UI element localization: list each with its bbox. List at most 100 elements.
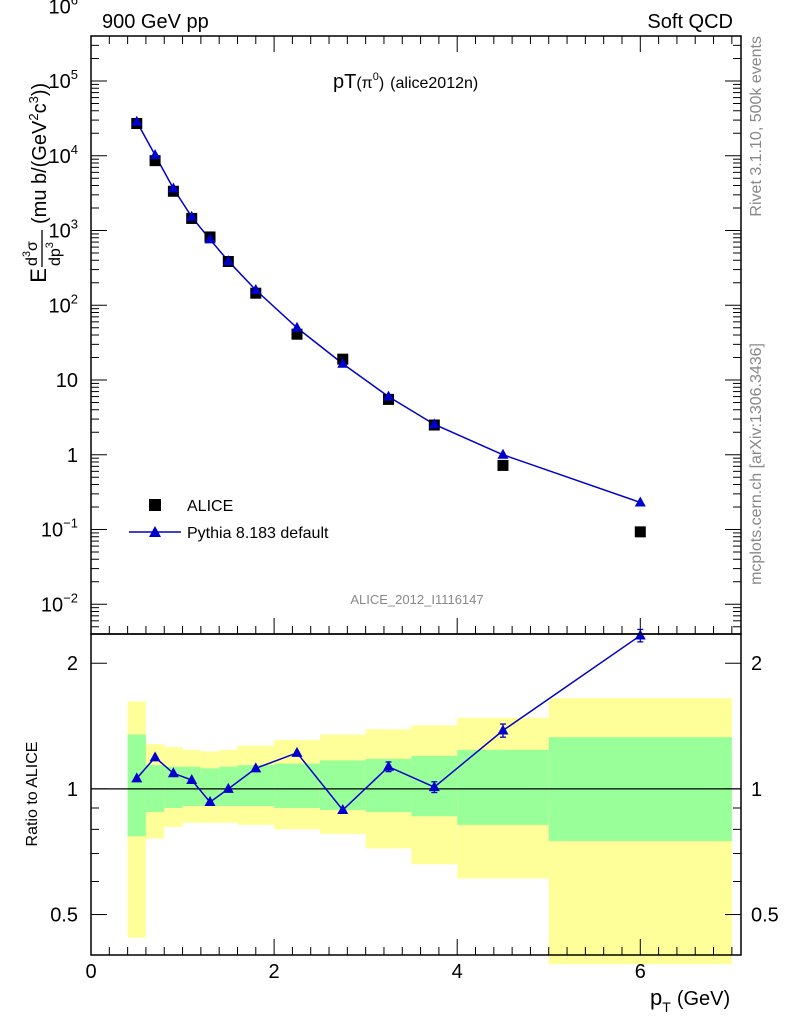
ylabel-num-sigma: σ	[24, 241, 41, 251]
y-tick-label-exp: −1	[63, 516, 78, 531]
inner-band	[127, 734, 146, 837]
y-tick-label: 102	[49, 291, 78, 317]
title-particle: (π	[356, 75, 372, 92]
title-particle-close: )	[379, 75, 384, 92]
alice-point	[291, 328, 303, 340]
legend-label-pythia: Pythia 8.183 default	[187, 525, 329, 542]
analysis-watermark: ALICE_2012_I1116147	[350, 592, 483, 607]
ratio-y-axis-label: Ratio to ALICE	[24, 742, 41, 847]
pythia-point	[131, 115, 143, 126]
pythia-point	[222, 255, 234, 266]
inner-band	[319, 760, 366, 811]
pythia-point	[167, 182, 179, 193]
legend: ALICE Pythia 8.183 default	[129, 498, 329, 542]
pythia-point	[337, 357, 349, 368]
y-tick-label-exp: 2	[71, 291, 78, 306]
y-tick-label-base: 10	[41, 520, 63, 542]
ratio-point	[250, 762, 262, 773]
ylabel-units-c: c	[29, 103, 51, 113]
pythia-point	[291, 321, 303, 332]
inner-band	[457, 749, 549, 825]
ratio-point	[291, 746, 303, 757]
ratio-y-tick-label-left: 0.5	[50, 905, 78, 927]
main-y-tick-labels: 10−210−1110102103104105106	[41, 0, 78, 616]
ratio-tick-labels: 0 2 4 6 0.5 0.5 1 1 2 2	[50, 653, 779, 983]
y-tick-label-base: 10	[49, 71, 71, 93]
ratio-plot-content	[91, 628, 741, 815]
y-tick-label: 104	[49, 142, 78, 168]
alice-point	[149, 155, 161, 167]
ylabel-num: d3σ	[21, 241, 41, 266]
title-main: pT	[333, 71, 356, 93]
legend-marker-alice	[149, 499, 161, 511]
main-y-axis-label: E d3σ dp3 (mu b/(GeV2c3))	[21, 83, 64, 283]
y-tick-label-base: 10	[49, 221, 71, 243]
ratio-point	[428, 781, 440, 792]
main-ticks	[90, 35, 741, 635]
header-left: 900 GeV pp	[102, 11, 209, 33]
header-right: Soft QCD	[647, 11, 733, 33]
y-tick-label-base: 1	[67, 445, 78, 467]
y-tick-label: 10	[56, 370, 78, 392]
ratio-y-tick-label-right: 0.5	[751, 905, 779, 927]
y-tick-label: 106	[49, 0, 78, 18]
title-analysis: (alice2012n)	[390, 75, 478, 92]
pythia-point	[497, 448, 509, 459]
ylabel-units-sup: 2	[26, 113, 41, 120]
ratio-point	[497, 724, 509, 735]
plot-title: pT(π0) (alice2012n)	[333, 71, 478, 93]
y-tick-label: 103	[49, 217, 78, 243]
y-tick-label: 10−2	[41, 590, 78, 616]
ratio-point	[167, 767, 179, 778]
x-tick-label: 4	[452, 961, 463, 983]
y-tick-label-exp: 3	[71, 217, 78, 232]
pythia-point	[634, 496, 646, 507]
pythia-point	[383, 390, 395, 401]
pythia-line	[136, 121, 641, 504]
ratio-uncertainty-bands	[127, 698, 732, 965]
pythia-point	[428, 418, 440, 429]
xlabel-units: (GeV)	[677, 988, 730, 1010]
source-label: mcplots.cern.ch [arXiv:1306.3436]	[748, 343, 765, 585]
pythia-point	[149, 149, 161, 160]
main-frame	[90, 35, 742, 635]
y-tick-label-base: 10	[49, 0, 71, 18]
ylabel-den: dp3	[44, 242, 64, 266]
ylabel-units: (mu b/(GeV2c3))	[26, 83, 51, 224]
ratio-point	[131, 772, 143, 783]
ylabel-units-a: (mu b/(GeV	[29, 120, 51, 224]
pythia-point	[250, 283, 262, 294]
y-tick-label: 1	[67, 445, 78, 467]
inner-band	[274, 763, 320, 808]
ylabel-den-dp: dp	[47, 248, 64, 266]
ratio-point	[222, 782, 234, 793]
ratio-y-tick-label-right: 1	[751, 779, 762, 801]
ylabel-num-d: d	[24, 257, 41, 266]
pythia-point	[204, 233, 216, 244]
y-tick-label-base: 10	[41, 594, 63, 616]
ratio-frame	[90, 633, 742, 956]
ratio-y-tick-label-left: 2	[67, 653, 78, 675]
y-tick-label-base: 10	[49, 146, 71, 168]
x-axis-label: pT (GeV)	[650, 985, 730, 1015]
xlabel-p: p	[650, 985, 662, 1010]
xlabel-sub: T	[662, 999, 671, 1015]
legend-label-alice: ALICE	[187, 498, 233, 515]
y-tick-label: 105	[49, 67, 78, 93]
y-tick-label-exp: 6	[71, 0, 78, 7]
y-tick-label-exp: 4	[71, 142, 78, 157]
legend-marker-pythia	[149, 526, 161, 537]
alice-point	[497, 459, 509, 471]
ratio-ticks	[90, 662, 741, 955]
ratio-point	[186, 774, 198, 785]
ylabel-num-sup: 3	[21, 251, 33, 257]
main-plot-content	[131, 115, 646, 538]
ylabel-prefix: E	[26, 268, 51, 283]
ratio-y-tick-label-right: 2	[751, 653, 762, 675]
y-tick-label-exp: −2	[63, 590, 78, 605]
inner-band	[182, 766, 201, 806]
x-tick-label: 6	[635, 961, 646, 983]
title-particle-sup: 0	[373, 71, 379, 83]
ylabel-den-sup: 3	[44, 242, 56, 248]
